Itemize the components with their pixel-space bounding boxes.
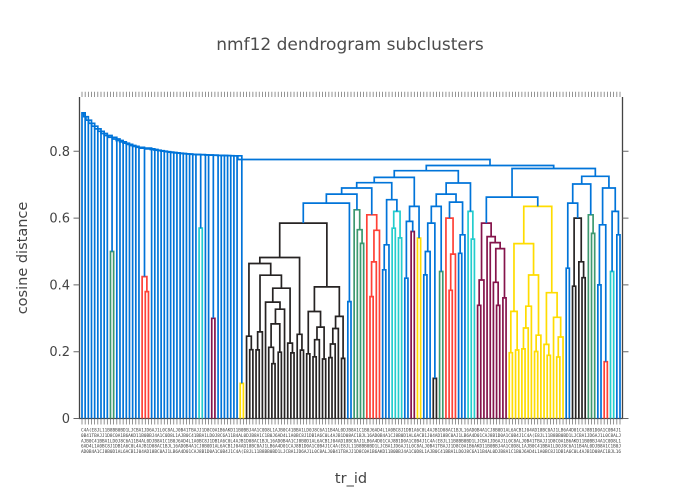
x-tick-label-row: AJB0C41BBA1LD0J8C6A11B4AL0DJB8A1C1B0J6AD… bbox=[81, 438, 621, 444]
dendrogram-link bbox=[237, 155, 491, 166]
chart-title: nmf12 dendrogram subclusters bbox=[216, 35, 484, 55]
dendrogram-links bbox=[81, 112, 621, 419]
y-axis-ticks bbox=[73, 150, 629, 419]
x-ticks-top bbox=[81, 91, 621, 97]
y-tick-label: 0.6 bbox=[49, 212, 70, 227]
y-ticks bbox=[73, 150, 629, 419]
dendrogram-link bbox=[233, 154, 243, 384]
y-tick-label: 0 bbox=[62, 412, 70, 427]
x-axis-tick-labels: C4A(E8JL11B8BB0BD1LJCBA1JD6AJ1L0C8ALJ0B4… bbox=[81, 428, 621, 456]
y-tick-label: 0.8 bbox=[49, 145, 70, 160]
x-tick-label-row: C4A(E8JL11B8BB0BD1LJCBA1JD6AJ1L0C8ALJ0B4… bbox=[81, 428, 621, 434]
x-tick-label-row: 6AD4L1A0BC8J1DB1A6C0L4AJB1D08AC1BJL16AD0… bbox=[81, 444, 621, 450]
x-ticks-bottom bbox=[81, 419, 621, 425]
y-tick-label: 0.2 bbox=[49, 345, 70, 360]
y-axis-tick-labels: 0 0.2 0.4 0.6 0.8 bbox=[49, 145, 70, 427]
x-tick-label-row: 0B41TBAJJ1D8C0A1B6AKD11B0BBJ4A1C0D8L1AJB… bbox=[81, 433, 621, 439]
x-axis-ticks bbox=[81, 91, 621, 425]
x-tick-label-row: AD0B4A1CJ8B0D1AL6ACB1J04AD18BC0AJ1LB6A4D… bbox=[81, 449, 621, 455]
y-tick-label: 0.4 bbox=[49, 278, 70, 293]
y-axis-title: cosine distance bbox=[15, 202, 31, 315]
x-axis-title: tr_id bbox=[335, 471, 367, 487]
